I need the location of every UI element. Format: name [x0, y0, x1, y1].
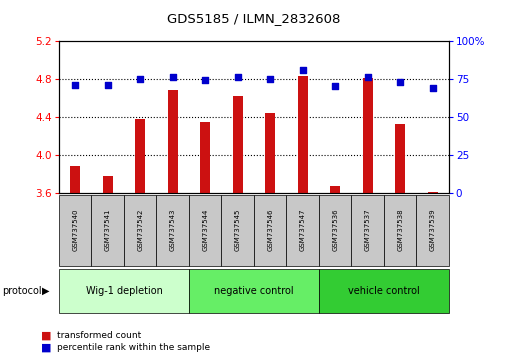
Bar: [395, 124, 405, 354]
Text: ■: ■: [41, 331, 51, 341]
Point: [71, 82, 80, 88]
Text: GDS5185 / ILMN_2832608: GDS5185 / ILMN_2832608: [167, 12, 341, 25]
Point: [201, 78, 209, 83]
Bar: [330, 186, 340, 354]
Text: protocol: protocol: [3, 286, 42, 296]
Text: ▶: ▶: [43, 286, 50, 296]
Point: [169, 74, 177, 80]
Text: GSM737547: GSM737547: [300, 209, 306, 251]
Point: [104, 82, 112, 88]
Text: ■: ■: [41, 343, 51, 353]
Text: GSM737539: GSM737539: [429, 209, 436, 251]
Text: transformed count: transformed count: [57, 331, 142, 340]
Bar: [363, 78, 372, 354]
Bar: [200, 121, 210, 354]
Text: GSM737542: GSM737542: [137, 209, 143, 251]
Point: [428, 85, 437, 91]
Text: GSM737537: GSM737537: [365, 209, 371, 251]
Text: GSM737540: GSM737540: [72, 209, 78, 251]
Text: GSM737541: GSM737541: [105, 209, 111, 251]
Text: GSM737538: GSM737538: [397, 209, 403, 251]
Point: [136, 76, 144, 81]
Text: percentile rank within the sample: percentile rank within the sample: [57, 343, 210, 352]
Text: GSM737543: GSM737543: [170, 209, 176, 251]
Point: [396, 79, 404, 85]
Text: negative control: negative control: [214, 286, 294, 296]
Bar: [298, 76, 307, 354]
Bar: [265, 113, 275, 354]
Bar: [233, 96, 243, 354]
Bar: [428, 192, 438, 354]
Point: [233, 74, 242, 80]
Bar: [168, 90, 177, 354]
Point: [266, 76, 274, 81]
Text: GSM737545: GSM737545: [234, 209, 241, 251]
Point: [364, 74, 372, 80]
Text: GSM737536: GSM737536: [332, 209, 338, 251]
Bar: [103, 176, 113, 354]
Bar: [70, 166, 80, 354]
Text: GSM737544: GSM737544: [202, 209, 208, 251]
Text: GSM737546: GSM737546: [267, 209, 273, 251]
Text: Wig-1 depletion: Wig-1 depletion: [86, 286, 163, 296]
Bar: [135, 119, 145, 354]
Text: vehicle control: vehicle control: [348, 286, 420, 296]
Point: [299, 67, 307, 73]
Point: [331, 84, 339, 89]
